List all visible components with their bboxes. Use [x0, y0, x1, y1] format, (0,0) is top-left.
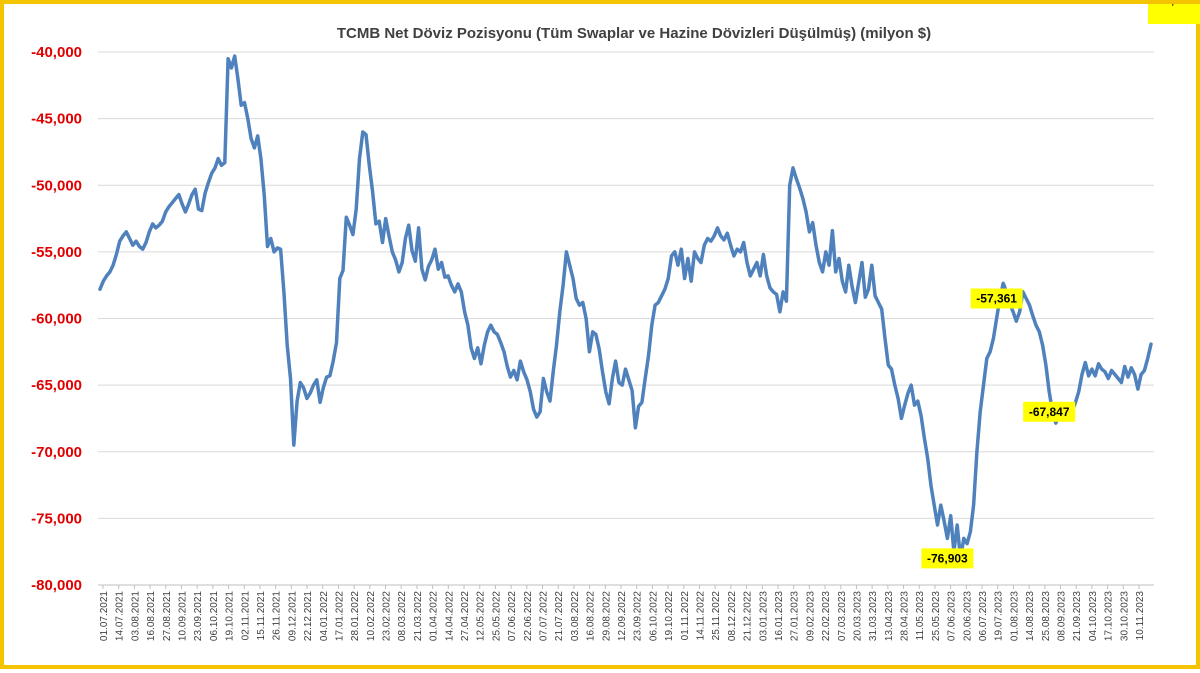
x-tick-label: 09.02.2023 — [805, 591, 816, 641]
x-tick-label: 22.12.2021 — [303, 591, 314, 641]
line-chart: TCMB Net Döviz Pozisyonu (Tüm Swaplar ve… — [31, 4, 1200, 641]
x-tick-label: 06.10.2021 — [209, 591, 220, 641]
y-tick-label: -65,000 — [31, 377, 82, 394]
x-tick-label: 08.03.2022 — [397, 591, 408, 641]
y-tick-label: -75,000 — [31, 510, 82, 527]
data-label-text: -67,847 — [1029, 405, 1070, 419]
x-tick-label: 13.04.2023 — [884, 591, 895, 641]
x-tick-label: 29.08.2022 — [601, 591, 612, 641]
x-tick-label: 23.09.2021 — [193, 591, 204, 641]
x-tick-label: 06.07.2023 — [978, 591, 989, 641]
x-tick-label: 12.09.2022 — [617, 591, 628, 641]
x-tick-label: 01.07.2021 — [99, 591, 110, 641]
x-tick-label: 23.09.2022 — [633, 591, 644, 641]
x-tick-label: 16.01.2023 — [774, 591, 785, 641]
x-tick-label: 02.11.2021 — [240, 591, 251, 641]
x-tick-label: 14.07.2021 — [115, 591, 126, 641]
x-tick-label: 17.01.2022 — [334, 591, 345, 641]
x-tick-label: 07.06.2022 — [507, 591, 518, 641]
x-tick-label: 20.06.2023 — [962, 591, 973, 641]
x-tick-label: 03.08.2021 — [130, 591, 141, 641]
annotations-group: -57,361 -76,903 -67,847 -61,918 — [921, 4, 1200, 569]
x-tick-label: 22.06.2022 — [523, 591, 534, 641]
x-tick-label: 04.01.2022 — [319, 591, 330, 641]
data-label: -76,903 — [921, 548, 974, 569]
x-tick-label: 22.02.2023 — [821, 591, 832, 641]
x-tick-label: 14.08.2023 — [1025, 591, 1036, 641]
x-tick-label: 19.10.2022 — [664, 591, 675, 641]
x-tick-label: 27.01.2023 — [790, 591, 801, 641]
y-tick-label: -45,000 — [31, 111, 82, 128]
x-tick-label: 07.07.2022 — [539, 591, 550, 641]
x-tick-label: 31.03.2023 — [868, 591, 879, 641]
x-tick-label: 28.04.2023 — [900, 591, 911, 641]
x-tick-label: 20.03.2023 — [852, 591, 863, 641]
data-label-text: -57,361 — [976, 292, 1017, 306]
x-tick-label: 08.09.2023 — [1057, 591, 1068, 641]
data-label-box — [970, 288, 1023, 309]
data-label-box — [1023, 401, 1076, 422]
x-tick-label: 10.11.2023 — [1135, 591, 1146, 641]
y-tick-label: -40,000 — [31, 44, 82, 61]
x-tick-label: 21.07.2022 — [554, 591, 565, 641]
x-tick-label: 16.08.2021 — [146, 591, 157, 641]
x-tick-label: 08.12.2022 — [727, 591, 738, 641]
x-tick-label: 10.02.2022 — [366, 591, 377, 641]
y-axis-ticks: -40,000 -45,000 -50,000 -55,000 -60,000 -65,0… — [31, 44, 82, 594]
data-label: -61,918 — [1147, 4, 1200, 24]
x-tick-label: 21.09.2023 — [1072, 591, 1083, 641]
x-tick-label: 17.10.2023 — [1104, 591, 1115, 641]
y-tick-label: -70,000 — [31, 444, 82, 461]
x-tick-label: 25.05.2023 — [931, 591, 942, 641]
y-tick-label: -60,000 — [31, 311, 82, 328]
x-tick-label: 21.03.2022 — [413, 591, 424, 641]
x-tick-label: 26.11.2021 — [272, 591, 283, 641]
x-tick-label: 25.08.2023 — [1041, 591, 1052, 641]
data-label-box — [1147, 4, 1200, 24]
data-label-text: -76,903 — [927, 551, 968, 565]
x-tick-label: 25.11.2022 — [711, 591, 722, 641]
series-line — [98, 54, 1153, 561]
x-tick-label: 19.10.2021 — [225, 591, 236, 641]
x-tick-label: 14.11.2022 — [695, 591, 706, 641]
x-tick-label: 07.03.2023 — [837, 591, 848, 641]
x-axis-ticks: 01.07.2021 14.07.2021 03.08.2021 16.08.2021… — [99, 585, 1146, 641]
data-label-box — [921, 548, 974, 569]
x-tick-label: 14.04.2022 — [444, 591, 455, 641]
x-tick-label: 27.08.2021 — [162, 591, 173, 641]
x-tick-label: 10.09.2021 — [177, 591, 188, 641]
x-tick-label: 01.11.2022 — [680, 591, 691, 641]
series-group — [98, 54, 1153, 561]
chart-title: TCMB Net Döviz Pozisyonu (Tüm Swaplar ve… — [337, 25, 931, 42]
x-tick-label: 09.12.2021 — [287, 591, 298, 641]
x-tick-label: 27.04.2022 — [460, 591, 471, 641]
x-tick-label: 28.01.2022 — [350, 591, 361, 641]
x-tick-label: 03.08.2022 — [570, 591, 581, 641]
x-tick-label: 16.08.2022 — [586, 591, 597, 641]
x-tick-label: 01.04.2022 — [429, 591, 440, 641]
y-tick-label: -50,000 — [31, 177, 82, 194]
x-tick-label: 23.02.2022 — [382, 591, 393, 641]
x-tick-label: 06.10.2022 — [648, 591, 659, 641]
data-label: -57,361 — [970, 288, 1023, 309]
x-tick-label: 11.05.2023 — [915, 591, 926, 641]
x-tick-label: 25.05.2022 — [491, 591, 502, 641]
data-label: -67,847 — [1023, 401, 1076, 422]
x-tick-label: 19.07.2023 — [994, 591, 1005, 641]
y-tick-label: -55,000 — [31, 244, 82, 261]
y-tick-label: -80,000 — [31, 577, 82, 594]
x-tick-label: 04.10.2023 — [1088, 591, 1099, 641]
x-tick-label: 01.08.2023 — [1009, 591, 1020, 641]
x-tick-label: 12.05.2022 — [476, 591, 487, 641]
x-tick-label: 15.11.2021 — [256, 591, 267, 641]
x-tick-label: 21.12.2022 — [743, 591, 754, 641]
x-tick-label: 03.01.2023 — [758, 591, 769, 641]
x-tick-label: 07.06.2023 — [947, 591, 958, 641]
data-label-text: -61,918 — [1154, 4, 1195, 7]
x-tick-label: 30.10.2023 — [1119, 591, 1130, 641]
